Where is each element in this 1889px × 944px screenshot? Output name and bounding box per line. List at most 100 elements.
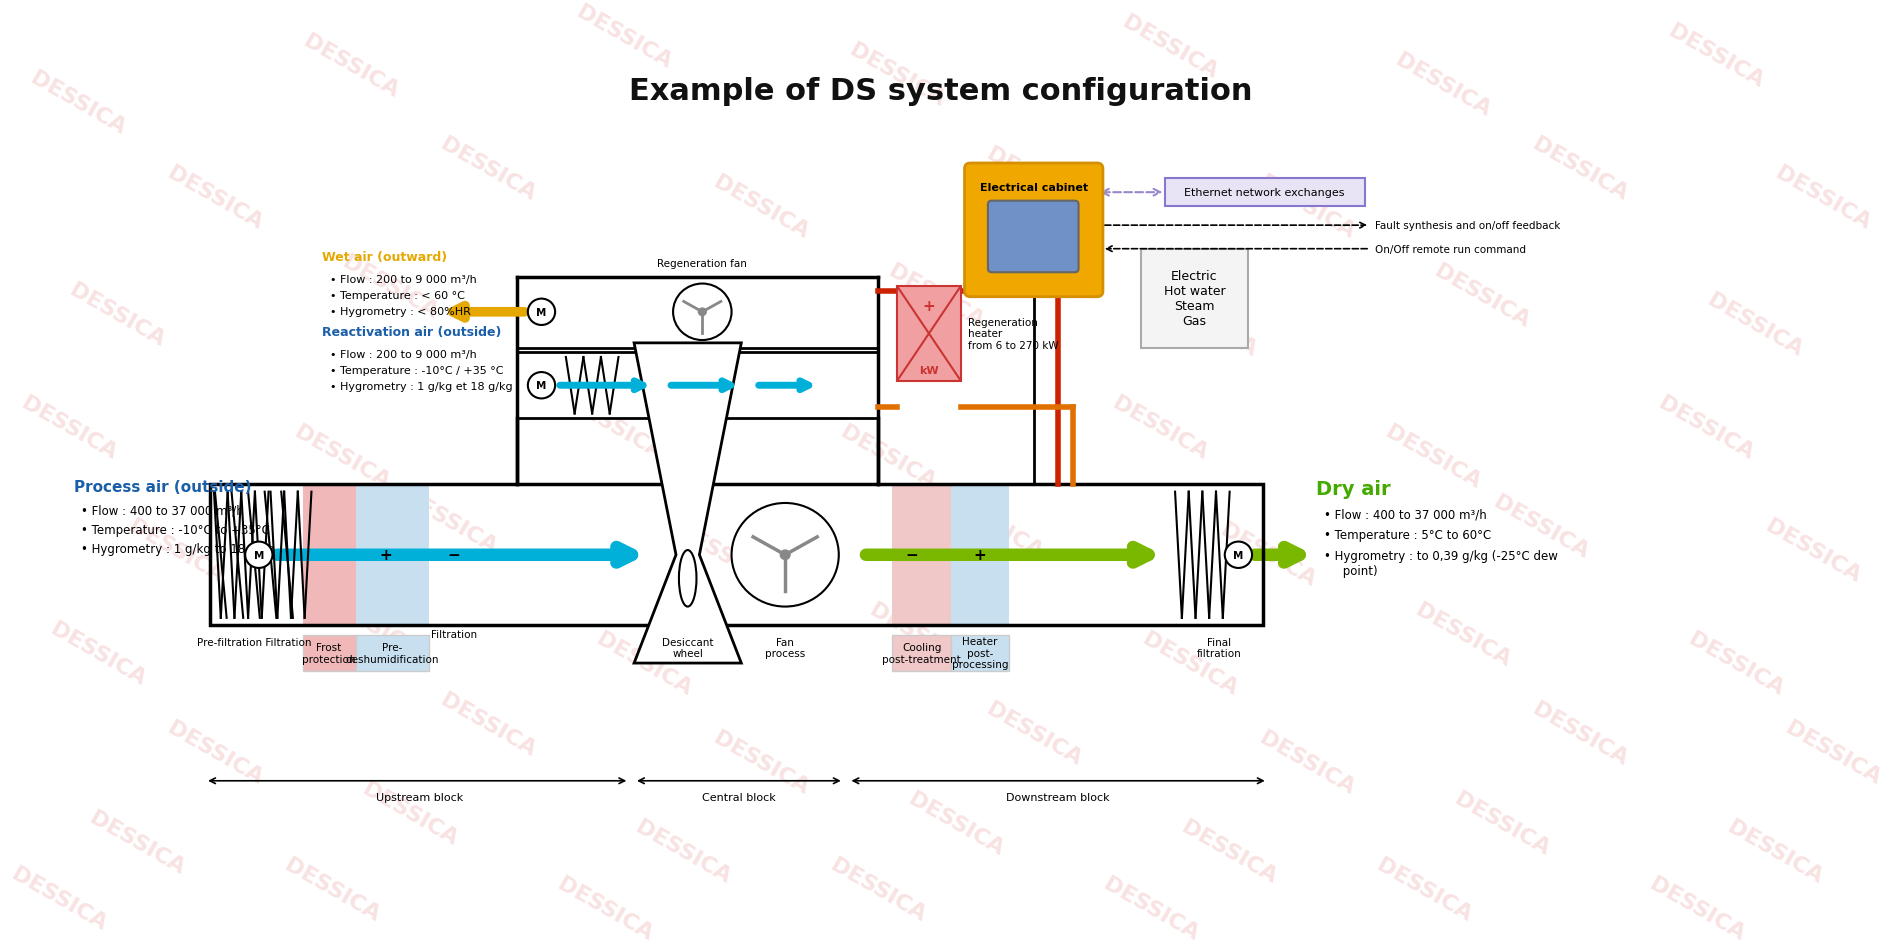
Text: • Flow : 400 to 37 000 m³/h: • Flow : 400 to 37 000 m³/h [81,504,244,517]
Text: DESSICA: DESSICA [1489,492,1591,562]
Text: Regeneration fan: Regeneration fan [657,259,746,268]
Text: DESSICA: DESSICA [1451,788,1551,858]
Text: DESSICA: DESSICA [1772,162,1874,233]
Text: kW: kW [918,365,937,376]
Text: DESSICA: DESSICA [1411,600,1513,670]
Text: DESSICA: DESSICA [865,600,967,670]
Text: DESSICA: DESSICA [1381,421,1483,492]
Text: Pre-
deshumidification: Pre- deshumidification [346,642,438,664]
Text: DESSICA: DESSICA [563,393,665,464]
Text: DESSICA: DESSICA [125,515,227,585]
Text: DESSICA: DESSICA [943,492,1045,562]
Text: DESSICA: DESSICA [1655,393,1757,464]
Text: • Flow : 200 to 9 000 m³/h: • Flow : 200 to 9 000 m³/h [331,275,476,285]
Circle shape [699,309,706,316]
Text: Central block: Central block [701,792,774,802]
Bar [892,484,950,626]
Text: M: M [1234,550,1243,560]
Text: DESSICA: DESSICA [612,290,714,360]
Text: DESSICA: DESSICA [1392,50,1494,120]
Text: On/Off remote run command: On/Off remote run command [1373,244,1524,255]
Text: • Temperature : -10°C / +35 °C: • Temperature : -10°C / +35 °C [331,366,502,376]
Text: • Hygrometry : 1 g/kg et 18 g/kg: • Hygrometry : 1 g/kg et 18 g/kg [331,382,512,392]
Text: DESSICA: DESSICA [1158,290,1260,360]
Text: DESSICA: DESSICA [1099,873,1201,943]
Text: DESSICA: DESSICA [436,689,538,760]
Text: −: − [448,548,459,563]
Text: DESSICA: DESSICA [1528,134,1630,205]
Polygon shape [633,344,740,664]
Text: Process air (outside): Process air (outside) [74,480,251,495]
Text: DESSICA: DESSICA [1371,854,1473,924]
Circle shape [780,550,790,560]
Bar [302,484,357,626]
Text: Frost
protection: Frost protection [302,642,355,664]
Text: DESSICA: DESSICA [1762,515,1864,585]
Text: DESSICA: DESSICA [1118,12,1220,82]
Text: DESSICA: DESSICA [905,788,1007,858]
Text: DESSICA: DESSICA [1704,290,1806,360]
Text: M: M [253,550,264,560]
Text: DESSICA: DESSICA [1137,628,1239,699]
Text: DESSICA: DESSICA [671,520,773,590]
Text: Final
filtration: Final filtration [1196,637,1241,659]
Text: Electric
Hot water
Steam
Gas: Electric Hot water Steam Gas [1164,269,1224,328]
Circle shape [1224,542,1251,568]
Text: DESSICA: DESSICA [631,817,733,886]
Text: DESSICA: DESSICA [319,591,421,661]
Text: DESSICA: DESSICA [164,162,266,233]
Circle shape [731,503,839,607]
FancyBboxPatch shape [988,201,1079,273]
Circle shape [246,542,272,568]
Circle shape [527,299,555,326]
Text: DESSICA: DESSICA [291,421,393,492]
Text: Reactivation air (outside): Reactivation air (outside) [321,326,501,339]
Bar [210,484,1262,626]
Text: Ethernet network exchanges: Ethernet network exchanges [1184,188,1345,198]
Text: DESSICA: DESSICA [710,172,812,243]
Text: Desiccant
wheel: Desiccant wheel [661,637,712,659]
Text: DESSICA: DESSICA [1217,520,1319,590]
Text: DESSICA: DESSICA [281,854,383,924]
Text: DESSICA: DESSICA [825,854,927,924]
Text: DESSICA: DESSICA [47,618,149,689]
Circle shape [672,284,731,341]
Bar [302,635,357,671]
Text: • Flow : 400 to 37 000 m³/h: • Flow : 400 to 37 000 m³/h [1324,508,1487,521]
Bar [897,287,960,381]
Text: DESSICA: DESSICA [1683,628,1785,699]
Bar [518,278,876,348]
Bar [950,484,1009,626]
Text: Upstream block: Upstream block [376,792,463,802]
Text: DESSICA: DESSICA [17,393,119,464]
Text: +: + [973,548,986,563]
Text: • Temperature : 5°C to 60°C: • Temperature : 5°C to 60°C [1324,529,1490,542]
Text: M: M [536,308,546,317]
Text: • Flow : 200 to 9 000 m³/h: • Flow : 200 to 9 000 m³/h [331,350,476,360]
Text: +: + [380,548,391,563]
Text: Regeneration
heater
from 6 to 270 kW: Regeneration heater from 6 to 270 kW [967,317,1058,350]
Text: DESSICA: DESSICA [359,779,461,849]
Circle shape [527,373,555,399]
Text: Electrical cabinet: Electrical cabinet [979,182,1088,193]
Text: DESSICA: DESSICA [436,134,538,205]
Text: DESSICA: DESSICA [1723,817,1825,886]
Text: DESSICA: DESSICA [846,41,948,110]
Text: DESSICA: DESSICA [66,280,168,350]
Text: Example of DS system configuration: Example of DS system configuration [629,76,1252,106]
Text: DESSICA: DESSICA [85,807,187,877]
Text: Cooling
post-treatment: Cooling post-treatment [882,642,960,664]
Text: DESSICA: DESSICA [340,252,442,322]
Text: Downstream block: Downstream block [1005,792,1109,802]
Text: DESSICA: DESSICA [164,717,266,788]
Text: DESSICA: DESSICA [837,421,939,492]
Text: • Temperature : < 60 °C: • Temperature : < 60 °C [331,291,465,301]
Text: DESSICA: DESSICA [1430,261,1532,331]
Text: Heater
post-
processing: Heater post- processing [952,636,1009,669]
Text: • Hygrometry : to 0,39 g/kg (-25°C dew
     point): • Hygrometry : to 0,39 g/kg (-25°C dew p… [1324,549,1557,578]
Text: DESSICA: DESSICA [1109,393,1211,464]
Text: M: M [536,380,546,391]
Text: Pre-filtration Filtration: Pre-filtration Filtration [196,637,312,647]
Bar [518,353,876,419]
Text: DESSICA: DESSICA [982,143,1084,214]
